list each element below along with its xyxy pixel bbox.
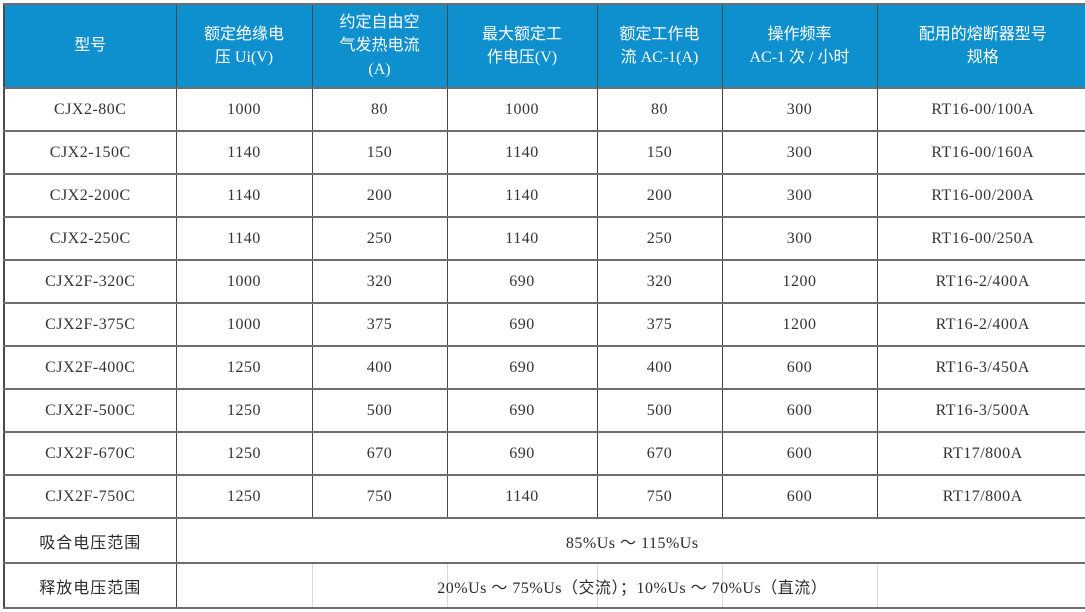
header-cell-model: 型号 bbox=[3, 3, 177, 89]
header-cell-rated-operating-current-ac1: 额定工作电 流 AC-1(A) bbox=[596, 3, 723, 89]
cell-max-rated-operating-voltage: 1140 bbox=[446, 173, 598, 218]
table-row-cjx2f-320c: CJX2F-320C 1000 320 690 320 1200 RT16-2/400A bbox=[3, 259, 1085, 304]
header-cell-operating-frequency: 操作频率 AC-1 次 / 小时 bbox=[721, 3, 878, 89]
table-row-cjx2f-670c: CJX2F-670C 1250 670 690 670 600 RT17/800A bbox=[3, 431, 1085, 476]
footer-value-release-voltage-range: 20%Us ～ 75%Us（交流）；10%Us ～ 70%Us（直流） bbox=[175, 562, 1085, 609]
cell-conventional-free-air-thermal-current: 250 bbox=[311, 216, 448, 261]
cell-matching-fuse-type: RT16-00/100A bbox=[876, 87, 1085, 132]
cell-rated-operating-current-ac1: 750 bbox=[596, 474, 723, 519]
cell-conventional-free-air-thermal-current: 80 bbox=[311, 87, 448, 132]
cell-matching-fuse-type: RT16-2/400A bbox=[876, 259, 1085, 304]
cell-operating-frequency: 1200 bbox=[721, 302, 878, 347]
cell-matching-fuse-type: RT16-2/400A bbox=[876, 302, 1085, 347]
cell-matching-fuse-type: RT17/800A bbox=[876, 474, 1085, 519]
cell-model: CJX2-80C bbox=[3, 87, 177, 132]
header-cell-matching-fuse-type: 配用的熔断器型号 规格 bbox=[876, 3, 1085, 89]
cell-rated-operating-current-ac1: 500 bbox=[596, 388, 723, 433]
cell-rated-insulation-voltage: 1140 bbox=[175, 216, 313, 261]
table-row-cjx2f-500c: CJX2F-500C 1250 500 690 500 600 RT16-3/500A bbox=[3, 388, 1085, 433]
cell-rated-operating-current-ac1: 375 bbox=[596, 302, 723, 347]
header-cell-conventional-free-air-thermal-current: 约定自由空 气发热电流 (A) bbox=[311, 3, 448, 89]
cell-matching-fuse-type: RT16-00/200A bbox=[876, 173, 1085, 218]
contactor-spec-table: 型号 额定绝缘电 压 Ui(V) 约定自由空 气发热电流 (A) 最大额定工 作电压(… bbox=[3, 3, 1085, 609]
cell-conventional-free-air-thermal-current: 200 bbox=[311, 173, 448, 218]
header-row: 型号 额定绝缘电 压 Ui(V) 约定自由空 气发热电流 (A) 最大额定工 作电压(… bbox=[3, 3, 1085, 89]
cell-max-rated-operating-voltage: 1000 bbox=[446, 87, 598, 132]
cell-max-rated-operating-voltage: 690 bbox=[446, 388, 598, 433]
cell-matching-fuse-type: RT16-3/500A bbox=[876, 388, 1085, 433]
cell-max-rated-operating-voltage: 1140 bbox=[446, 474, 598, 519]
table-row-cjx2f-750c: CJX2F-750C 1250 750 1140 750 600 RT17/800A bbox=[3, 474, 1085, 519]
cell-model: CJX2-250C bbox=[3, 216, 177, 261]
cell-matching-fuse-type: RT16-00/160A bbox=[876, 130, 1085, 175]
cell-model: CJX2-200C bbox=[3, 173, 177, 218]
cell-rated-insulation-voltage: 1250 bbox=[175, 388, 313, 433]
cell-max-rated-operating-voltage: 1140 bbox=[446, 216, 598, 261]
cell-operating-frequency: 600 bbox=[721, 345, 878, 390]
cell-model: CJX2F-375C bbox=[3, 302, 177, 347]
cell-max-rated-operating-voltage: 1140 bbox=[446, 130, 598, 175]
cell-max-rated-operating-voltage: 690 bbox=[446, 345, 598, 390]
cell-rated-insulation-voltage: 1000 bbox=[175, 302, 313, 347]
cell-rated-insulation-voltage: 1250 bbox=[175, 474, 313, 519]
cell-rated-insulation-voltage: 1140 bbox=[175, 173, 313, 218]
header-cell-rated-insulation-voltage: 额定绝缘电 压 Ui(V) bbox=[175, 3, 313, 89]
cell-max-rated-operating-voltage: 690 bbox=[446, 259, 598, 304]
cell-rated-operating-current-ac1: 670 bbox=[596, 431, 723, 476]
cell-matching-fuse-type: RT17/800A bbox=[876, 431, 1085, 476]
cell-model: CJX2F-670C bbox=[3, 431, 177, 476]
cell-rated-operating-current-ac1: 250 bbox=[596, 216, 723, 261]
table-row-cjx2-200c: CJX2-200C 1140 200 1140 200 300 RT16-00/200A bbox=[3, 173, 1085, 218]
cell-conventional-free-air-thermal-current: 750 bbox=[311, 474, 448, 519]
cell-max-rated-operating-voltage: 690 bbox=[446, 302, 598, 347]
table-row-cjx2-250c: CJX2-250C 1140 250 1140 250 300 RT16-00/250A bbox=[3, 216, 1085, 261]
cell-matching-fuse-type: RT16-00/250A bbox=[876, 216, 1085, 261]
table-footer: 吸合电压范围 85%Us ～ 115%Us 释放电压范围 20%Us ～ 75%Us（… bbox=[3, 517, 1085, 609]
cell-operating-frequency: 300 bbox=[721, 87, 878, 132]
footer-label-release-voltage-range: 释放电压范围 bbox=[3, 562, 177, 609]
cell-operating-frequency: 300 bbox=[721, 173, 878, 218]
cell-conventional-free-air-thermal-current: 150 bbox=[311, 130, 448, 175]
footer-row-release-voltage-range: 释放电压范围 20%Us ～ 75%Us（交流）；10%Us ～ 70%Us（直流… bbox=[3, 562, 1085, 609]
cell-model: CJX2-150C bbox=[3, 130, 177, 175]
cell-rated-insulation-voltage: 1140 bbox=[175, 130, 313, 175]
cell-rated-operating-current-ac1: 200 bbox=[596, 173, 723, 218]
footer-value-pickup-voltage-range: 85%Us ～ 115%Us bbox=[175, 517, 1085, 564]
cell-conventional-free-air-thermal-current: 670 bbox=[311, 431, 448, 476]
cell-operating-frequency: 600 bbox=[721, 474, 878, 519]
table-row-cjx2-80c: CJX2-80C 1000 80 1000 80 300 RT16-00/100A bbox=[3, 87, 1085, 132]
footer-row-pickup-voltage-range: 吸合电压范围 85%Us ～ 115%Us bbox=[3, 517, 1085, 564]
cell-rated-operating-current-ac1: 150 bbox=[596, 130, 723, 175]
cell-operating-frequency: 600 bbox=[721, 388, 878, 433]
table-body: CJX2-80C 1000 80 1000 80 300 RT16-00/100A CJX2-… bbox=[3, 87, 1085, 519]
cell-conventional-free-air-thermal-current: 400 bbox=[311, 345, 448, 390]
header-cell-max-rated-operating-voltage: 最大额定工 作电压(V) bbox=[446, 3, 598, 89]
cell-model: CJX2F-320C bbox=[3, 259, 177, 304]
cell-max-rated-operating-voltage: 690 bbox=[446, 431, 598, 476]
cell-rated-insulation-voltage: 1250 bbox=[175, 345, 313, 390]
cell-rated-insulation-voltage: 1000 bbox=[175, 87, 313, 132]
table-row-cjx2-150c: CJX2-150C 1140 150 1140 150 300 RT16-00/160A bbox=[3, 130, 1085, 175]
cell-operating-frequency: 1200 bbox=[721, 259, 878, 304]
cell-rated-insulation-voltage: 1250 bbox=[175, 431, 313, 476]
table-row-cjx2f-375c: CJX2F-375C 1000 375 690 375 1200 RT16-2/400A bbox=[3, 302, 1085, 347]
cell-conventional-free-air-thermal-current: 500 bbox=[311, 388, 448, 433]
cell-rated-operating-current-ac1: 320 bbox=[596, 259, 723, 304]
cell-rated-operating-current-ac1: 400 bbox=[596, 345, 723, 390]
cell-model: CJX2F-500C bbox=[3, 388, 177, 433]
cell-matching-fuse-type: RT16-3/450A bbox=[876, 345, 1085, 390]
cell-conventional-free-air-thermal-current: 375 bbox=[311, 302, 448, 347]
cell-conventional-free-air-thermal-current: 320 bbox=[311, 259, 448, 304]
cell-model: CJX2F-400C bbox=[3, 345, 177, 390]
cell-rated-operating-current-ac1: 80 bbox=[596, 87, 723, 132]
cell-operating-frequency: 300 bbox=[721, 130, 878, 175]
cell-operating-frequency: 600 bbox=[721, 431, 878, 476]
footer-label-pickup-voltage-range: 吸合电压范围 bbox=[3, 517, 177, 564]
cell-rated-insulation-voltage: 1000 bbox=[175, 259, 313, 304]
cell-model: CJX2F-750C bbox=[3, 474, 177, 519]
cell-operating-frequency: 300 bbox=[721, 216, 878, 261]
table-row-cjx2f-400c: CJX2F-400C 1250 400 690 400 600 RT16-3/450A bbox=[3, 345, 1085, 390]
